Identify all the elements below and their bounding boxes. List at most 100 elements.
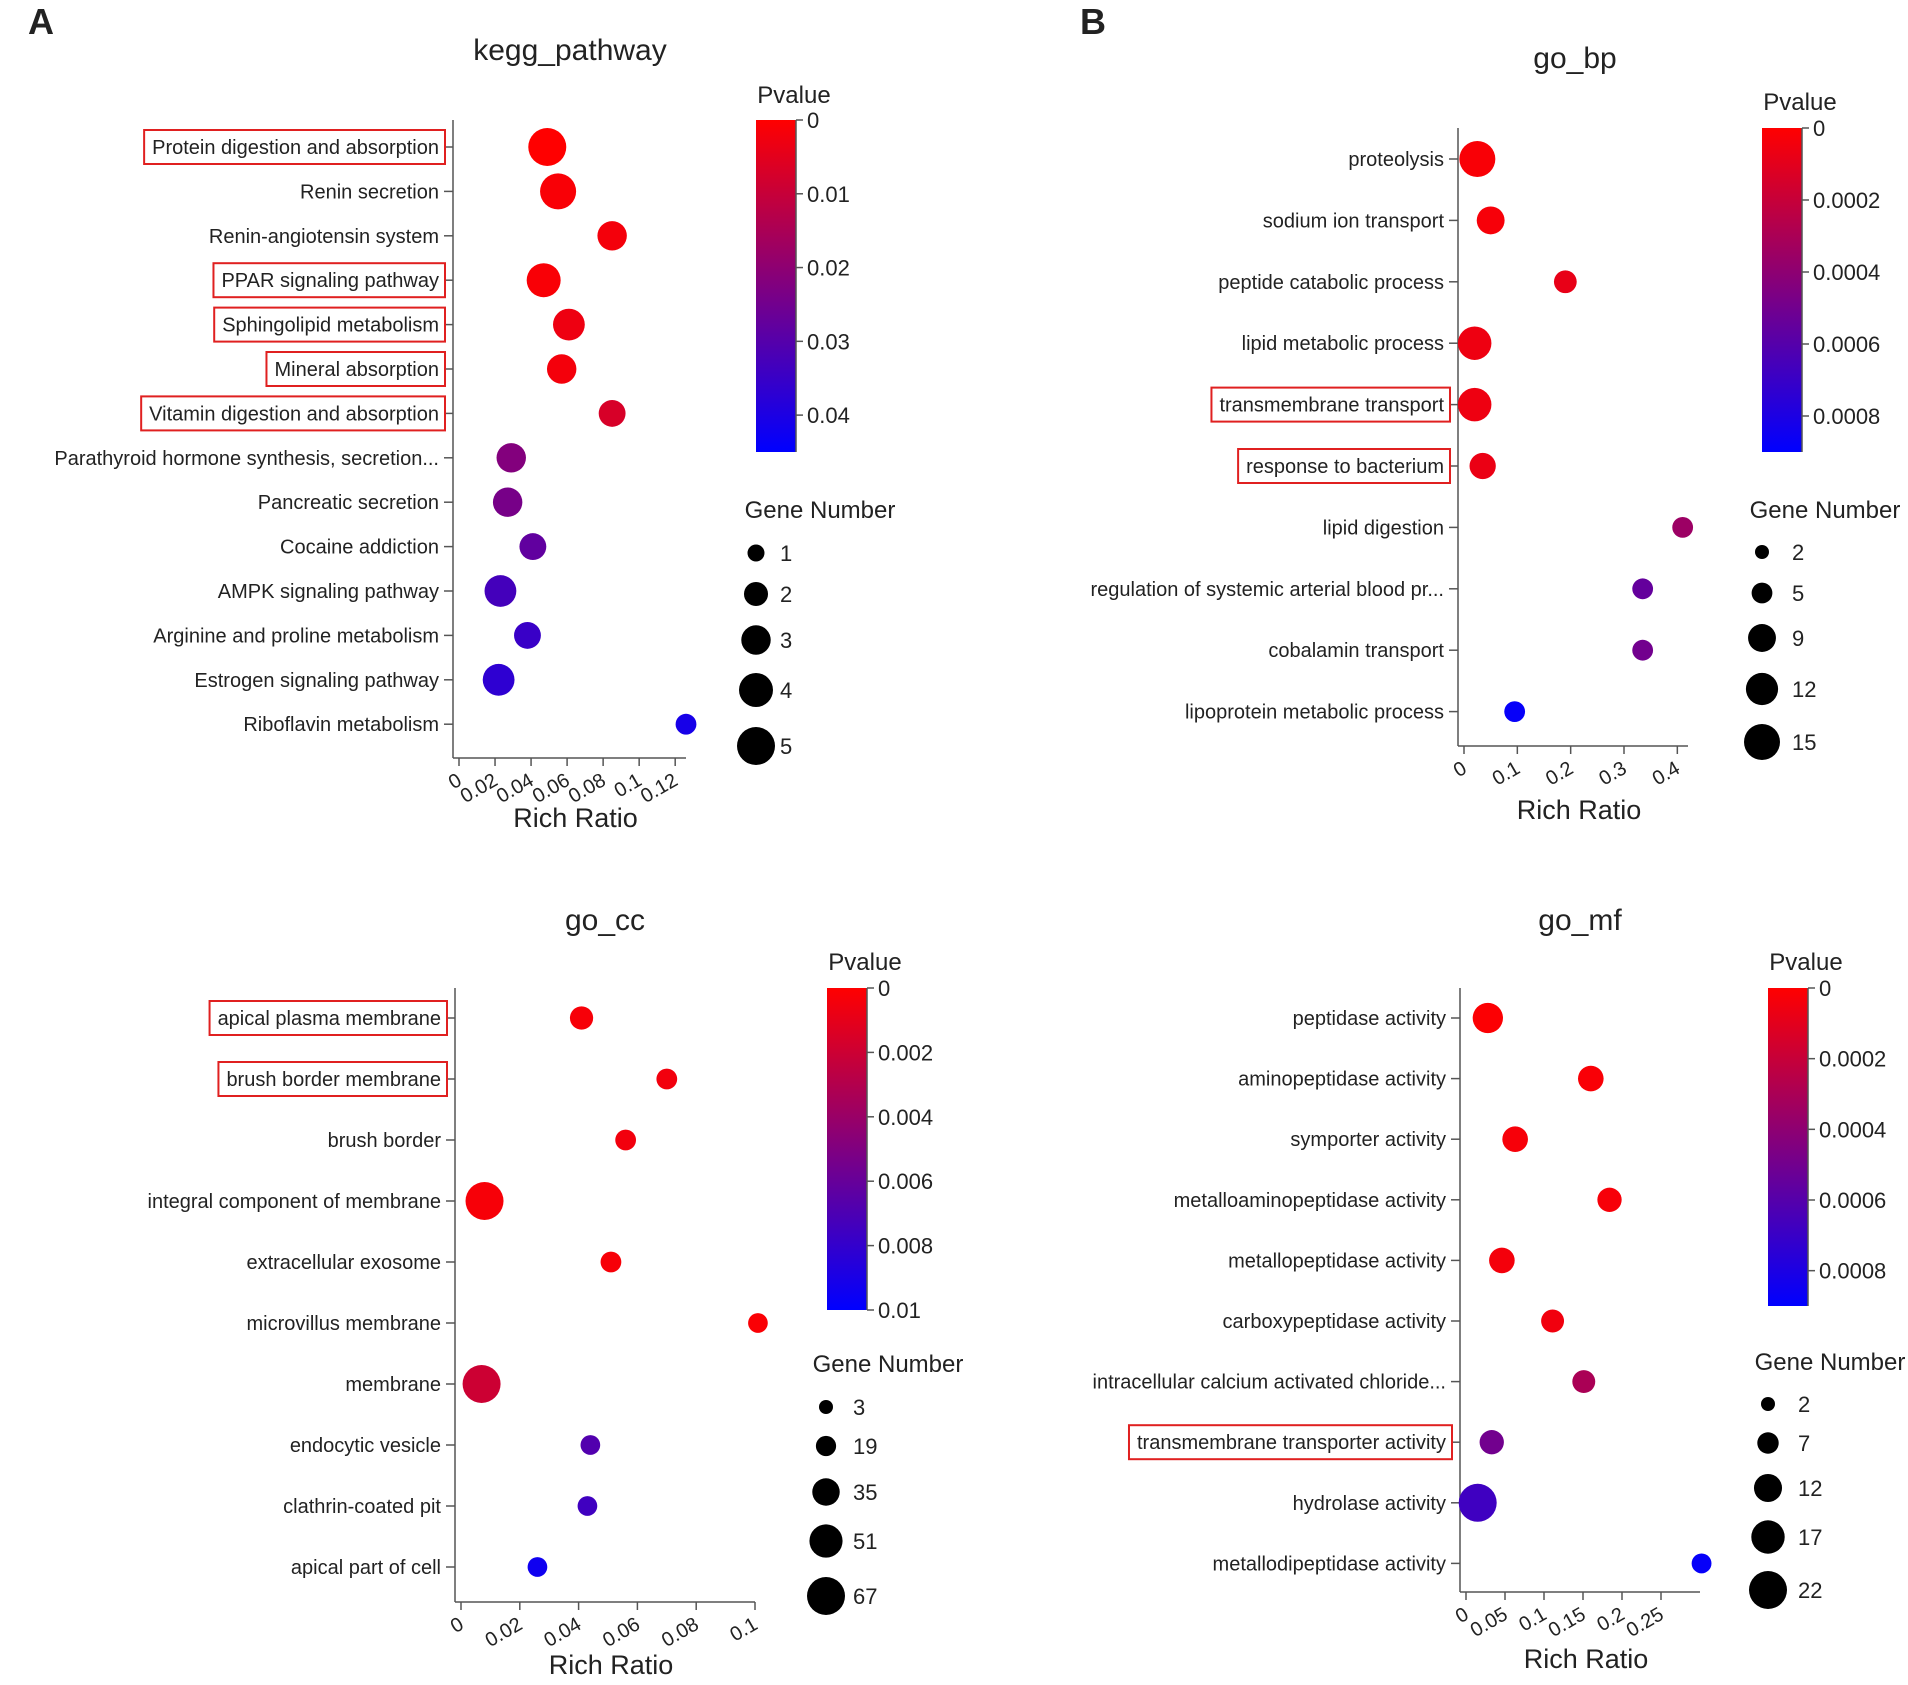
category-label: membrane bbox=[345, 1374, 441, 1396]
size-legend-label: 67 bbox=[853, 1584, 877, 1609]
x-tick-label: 0.1 bbox=[726, 1613, 761, 1646]
size-legend-dot bbox=[743, 581, 769, 607]
data-point bbox=[465, 1182, 504, 1220]
size-legend-dot bbox=[1753, 1473, 1783, 1503]
x-tick-label: 0.25 bbox=[1623, 1603, 1668, 1642]
category-label: Estrogen signaling pathway bbox=[194, 670, 439, 692]
colorbar-tick-label: 0.02 bbox=[807, 256, 850, 281]
x-axis-label: Rich Ratio bbox=[513, 803, 638, 833]
size-legend-dot bbox=[741, 625, 771, 655]
data-point bbox=[1597, 1187, 1622, 1212]
size-legend-dot bbox=[1744, 724, 1780, 760]
category-label: hydrolase activity bbox=[1293, 1493, 1446, 1515]
x-tick-label: 0.02 bbox=[482, 1613, 527, 1652]
category-label: symporter activity bbox=[1290, 1129, 1446, 1151]
data-point bbox=[527, 1557, 548, 1577]
data-point bbox=[615, 1129, 637, 1151]
category-label: PPAR signaling pathway bbox=[221, 270, 439, 292]
colorbar-tick-label: 0.01 bbox=[807, 182, 850, 207]
data-point bbox=[1553, 270, 1577, 294]
data-point bbox=[1469, 452, 1496, 480]
size-legend-label: 15 bbox=[1792, 730, 1816, 755]
x-tick-label: 0 bbox=[447, 1613, 468, 1638]
category-label: integral component of membrane bbox=[148, 1191, 442, 1213]
panel-label-a: A bbox=[28, 1, 54, 42]
x-axis-label: Rich Ratio bbox=[1517, 795, 1642, 825]
x-tick-label: 0.06 bbox=[599, 1613, 644, 1652]
size-legend-label: 3 bbox=[853, 1395, 865, 1420]
size-legend-dot bbox=[1748, 624, 1776, 652]
category-label: proteolysis bbox=[1348, 149, 1444, 171]
size-legend-dot bbox=[809, 1524, 843, 1558]
size-legend-dot bbox=[812, 1478, 840, 1506]
data-point bbox=[1541, 1309, 1565, 1333]
data-point bbox=[482, 663, 515, 696]
category-label: transmembrane transporter activity bbox=[1137, 1432, 1446, 1454]
category-label: cobalamin transport bbox=[1268, 640, 1444, 662]
x-tick-label: 0.05 bbox=[1467, 1603, 1512, 1642]
colorbar-tick-label: 0.04 bbox=[807, 403, 850, 428]
colorbar-tick-label: 0.01 bbox=[878, 1298, 921, 1323]
category-label: Protein digestion and absorption bbox=[152, 137, 439, 159]
data-point bbox=[1504, 701, 1526, 722]
size-legend-dot bbox=[1751, 582, 1773, 604]
data-point bbox=[1572, 1370, 1596, 1394]
size-legend-label: 19 bbox=[853, 1434, 877, 1459]
x-tick-label: 0.2 bbox=[1593, 1603, 1628, 1636]
highlight-box bbox=[212, 262, 446, 299]
category-label: endocytic vesicle bbox=[290, 1435, 441, 1457]
x-tick-label: 0 bbox=[1450, 757, 1471, 782]
colorbar-tick-label: 0.004 bbox=[878, 1105, 933, 1130]
category-label: carboxypeptidase activity bbox=[1223, 1311, 1446, 1333]
size-legend-dot bbox=[807, 1577, 845, 1615]
category-label: Arginine and proline metabolism bbox=[153, 625, 439, 647]
size-legend-label: 17 bbox=[1798, 1525, 1822, 1550]
colorbar-title: Pvalue bbox=[757, 82, 830, 109]
category-label: Pancreatic secretion bbox=[258, 492, 439, 514]
x-tick-label: 0.08 bbox=[658, 1613, 703, 1652]
data-point bbox=[1458, 1483, 1497, 1522]
x-tick-label: 0.4 bbox=[1649, 757, 1684, 790]
size-legend-dot bbox=[739, 673, 773, 707]
category-label: clathrin-coated pit bbox=[283, 1496, 441, 1518]
category-label: microvillus membrane bbox=[247, 1313, 442, 1335]
size-legend-dot bbox=[737, 727, 775, 765]
data-point bbox=[1672, 517, 1694, 538]
size-legend-dot bbox=[815, 1435, 837, 1457]
size-legend-dot bbox=[1757, 1432, 1779, 1454]
chart-title: go_bp bbox=[1533, 42, 1616, 75]
colorbar-tick-label: 0.002 bbox=[878, 1040, 933, 1065]
highlight-box bbox=[265, 351, 446, 387]
size-legend-dot bbox=[1761, 1397, 1775, 1411]
data-point bbox=[748, 1313, 768, 1333]
size-legend-dot bbox=[747, 544, 765, 562]
x-tick-label: 0.1 bbox=[1515, 1603, 1550, 1636]
size-legend-dot bbox=[1755, 545, 1769, 559]
size-legend-label: 2 bbox=[780, 582, 792, 607]
category-label: Renin secretion bbox=[300, 181, 439, 203]
x-tick-label: 0.04 bbox=[540, 1613, 585, 1652]
colorbar-gradient bbox=[827, 988, 867, 1310]
category-label: extracellular exosome bbox=[246, 1252, 441, 1274]
colorbar-title: Pvalue bbox=[828, 949, 901, 976]
colorbar-gradient bbox=[756, 120, 796, 452]
size-legend-label: 2 bbox=[1792, 540, 1804, 565]
x-tick-label: 0.12 bbox=[637, 769, 682, 808]
colorbar-title: Pvalue bbox=[1769, 949, 1842, 976]
category-label: metalloaminopeptidase activity bbox=[1174, 1190, 1446, 1212]
size-legend-label: 3 bbox=[780, 628, 792, 653]
data-point bbox=[526, 263, 561, 298]
category-label: Mineral absorption bbox=[274, 359, 439, 381]
size-legend-title: Gene Number bbox=[745, 497, 896, 524]
colorbar-tick-label: 0.0006 bbox=[1813, 332, 1880, 357]
colorbar-tick-label: 0.008 bbox=[878, 1234, 933, 1259]
category-label: brush border bbox=[328, 1130, 442, 1152]
x-axis-label: Rich Ratio bbox=[549, 1650, 674, 1680]
x-tick-label: 0.2 bbox=[1542, 757, 1577, 790]
colorbar-tick-label: 0 bbox=[1813, 116, 1825, 141]
data-point bbox=[1691, 1553, 1712, 1574]
